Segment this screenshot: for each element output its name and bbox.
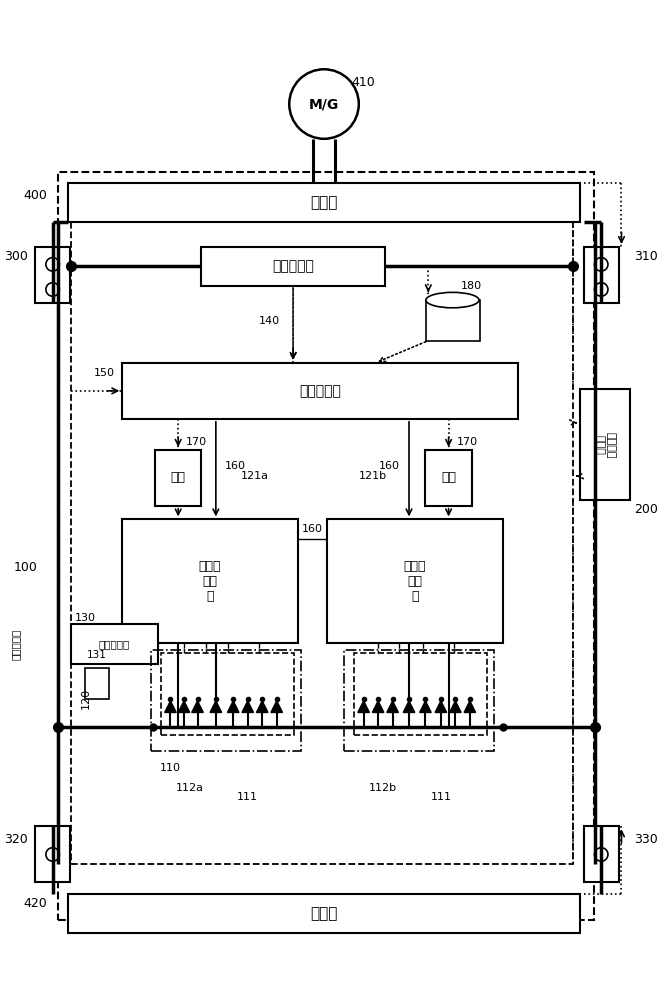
Text: 120: 120 <box>81 687 90 709</box>
Text: 300: 300 <box>4 250 28 263</box>
Text: 131: 131 <box>87 650 107 660</box>
Polygon shape <box>464 701 476 712</box>
Polygon shape <box>358 701 370 712</box>
Polygon shape <box>210 701 222 712</box>
Text: 140: 140 <box>259 316 280 326</box>
Bar <box>584 247 618 303</box>
Ellipse shape <box>426 292 479 308</box>
Bar <box>155 450 201 506</box>
Text: 充电路: 充电路 <box>310 906 338 921</box>
Text: 逆变路: 逆变路 <box>310 195 338 210</box>
Bar <box>68 894 580 933</box>
Text: 电池状态部: 电池状态部 <box>272 259 314 273</box>
Polygon shape <box>178 701 190 712</box>
Text: 绝缘: 绝缘 <box>171 471 185 484</box>
Bar <box>584 826 618 882</box>
Text: 180: 180 <box>461 281 482 291</box>
Bar <box>151 650 301 751</box>
Text: 121a: 121a <box>240 471 269 481</box>
Polygon shape <box>228 701 239 712</box>
Text: 200: 200 <box>634 503 658 516</box>
Text: 310: 310 <box>634 250 658 263</box>
Polygon shape <box>191 701 203 712</box>
Text: 160: 160 <box>379 461 400 471</box>
Polygon shape <box>257 701 268 712</box>
Text: 170: 170 <box>457 437 478 447</box>
Bar <box>201 247 385 286</box>
Polygon shape <box>435 701 447 712</box>
Text: 400: 400 <box>23 189 47 202</box>
Bar <box>71 222 573 864</box>
Bar <box>71 624 158 664</box>
Text: 111: 111 <box>237 792 258 802</box>
Polygon shape <box>164 701 176 712</box>
Bar <box>354 653 487 735</box>
Text: 130: 130 <box>75 613 96 623</box>
Text: 蓄电池
控制
部: 蓄电池 控制 部 <box>199 560 221 603</box>
Bar <box>122 363 518 419</box>
Bar <box>59 172 595 920</box>
Text: 112a: 112a <box>176 783 204 793</box>
Bar <box>426 300 480 341</box>
Text: 电流修正部: 电流修正部 <box>11 629 21 660</box>
Bar <box>35 826 70 882</box>
Text: 电流检测部: 电流检测部 <box>99 639 130 649</box>
Text: 蓄电池
控制
部: 蓄电池 控制 部 <box>403 560 426 603</box>
Text: M/G: M/G <box>309 97 339 111</box>
Bar <box>426 450 472 506</box>
Bar <box>86 668 109 699</box>
Polygon shape <box>420 701 431 712</box>
Text: 车辆系统
控制部: 车辆系统 控制部 <box>594 432 616 458</box>
Bar <box>161 653 294 735</box>
Bar <box>35 247 70 303</box>
Text: 121b: 121b <box>359 471 387 481</box>
Text: 410: 410 <box>352 76 376 89</box>
Polygon shape <box>403 701 414 712</box>
Polygon shape <box>372 701 384 712</box>
Text: 110: 110 <box>160 763 181 773</box>
Text: 330: 330 <box>634 833 658 846</box>
Text: 100: 100 <box>14 561 38 574</box>
Text: 170: 170 <box>186 437 207 447</box>
Bar <box>68 183 580 222</box>
Text: 绝缘: 绝缘 <box>441 471 456 484</box>
Text: 420: 420 <box>23 897 47 910</box>
Polygon shape <box>271 701 282 712</box>
Text: 112b: 112b <box>369 783 397 793</box>
Bar <box>580 389 630 500</box>
Polygon shape <box>242 701 253 712</box>
Bar <box>122 519 298 643</box>
Bar <box>345 650 494 751</box>
Polygon shape <box>387 701 399 712</box>
Bar <box>327 519 503 643</box>
Text: 160: 160 <box>302 524 323 534</box>
Text: 320: 320 <box>4 833 28 846</box>
Text: 111: 111 <box>430 792 451 802</box>
Text: 150: 150 <box>94 368 116 378</box>
Text: 电池管理部: 电池管理部 <box>299 384 341 398</box>
Text: 160: 160 <box>224 461 246 471</box>
Polygon shape <box>449 701 461 712</box>
